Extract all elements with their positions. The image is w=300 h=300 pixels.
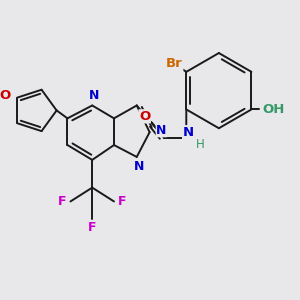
Text: H: H (196, 138, 204, 151)
Text: OH: OH (262, 103, 284, 116)
Text: N: N (183, 126, 194, 139)
Text: O: O (139, 110, 150, 123)
Text: F: F (118, 195, 126, 208)
Text: Br: Br (166, 57, 183, 70)
Text: N: N (89, 89, 99, 102)
Text: F: F (58, 195, 67, 208)
Text: N: N (156, 124, 167, 137)
Text: O: O (0, 89, 11, 102)
Text: N: N (134, 160, 144, 173)
Text: F: F (88, 221, 97, 234)
